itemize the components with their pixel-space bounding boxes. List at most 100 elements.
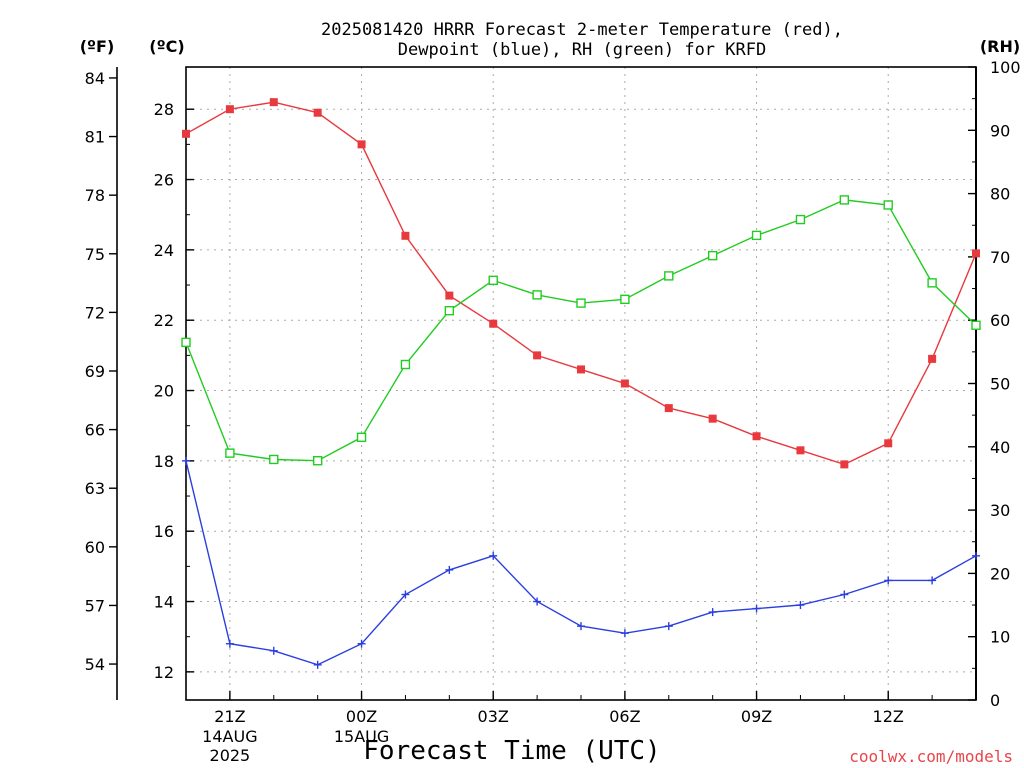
rh-tick-label: 50 bbox=[990, 375, 1010, 394]
fahrenheit-tick-label: 63 bbox=[85, 479, 105, 498]
celsius-tick-label: 24 bbox=[154, 241, 174, 260]
x-tick-label: 00Z bbox=[346, 707, 377, 726]
dewpoint-point bbox=[182, 456, 190, 465]
temperature-point bbox=[840, 460, 849, 469]
rh-point bbox=[181, 337, 191, 348]
dewpoint-point bbox=[225, 639, 234, 648]
temperature-point bbox=[182, 129, 190, 138]
celsius-tick-label: 22 bbox=[154, 311, 174, 330]
rh-point bbox=[664, 271, 674, 281]
rh-point bbox=[795, 214, 806, 225]
fahrenheit-tick-label: 78 bbox=[85, 186, 105, 205]
dewpoint-point bbox=[445, 565, 454, 574]
fahrenheit-tick-label: 54 bbox=[85, 655, 105, 674]
rh-tick-label: 100 bbox=[990, 58, 1021, 77]
temperature-point bbox=[269, 98, 278, 107]
rh-unit-label: (RH) bbox=[980, 37, 1020, 56]
celsius-tick-label: 28 bbox=[154, 100, 174, 119]
rh-tick-label: 20 bbox=[990, 564, 1010, 583]
rh-point bbox=[444, 306, 455, 316]
dewpoint-point bbox=[401, 590, 410, 599]
celsius-tick-label: 18 bbox=[154, 452, 174, 471]
temperature-point bbox=[445, 291, 454, 300]
dewpoint-point bbox=[972, 551, 980, 560]
temperature-point bbox=[928, 354, 937, 363]
source-credit: coolwx.com/models bbox=[849, 747, 1013, 766]
temperature-point bbox=[708, 414, 717, 423]
fahrenheit-tick-label: 66 bbox=[85, 421, 105, 440]
x-tick-sublabel-date: 15AUG bbox=[334, 727, 389, 746]
temperature-point bbox=[401, 231, 410, 240]
rh-point bbox=[971, 320, 981, 330]
fahrenheit-tick-label: 72 bbox=[85, 303, 105, 322]
dewpoint-point bbox=[664, 622, 673, 631]
fahrenheit-tick-label: 75 bbox=[85, 245, 105, 264]
rh-tick-label: 90 bbox=[990, 121, 1010, 140]
temperature-point bbox=[664, 404, 673, 413]
temperature-point bbox=[972, 249, 980, 258]
rh-point bbox=[312, 456, 323, 466]
x-tick-label: 09Z bbox=[741, 707, 772, 726]
x-tick-label: 06Z bbox=[609, 707, 640, 726]
fahrenheit-tick-label: 69 bbox=[85, 362, 105, 381]
dewpoint-point bbox=[357, 639, 366, 648]
fahrenheit-unit-label: (ºF) bbox=[80, 37, 115, 56]
temperature-point bbox=[533, 351, 542, 360]
rh-point bbox=[751, 230, 762, 241]
temperature-point bbox=[577, 365, 585, 374]
chart-title-line1: 2025081420 HRRR Forecast 2-meter Tempera… bbox=[321, 20, 843, 40]
dewpoint-point bbox=[708, 608, 717, 617]
rh-point bbox=[576, 298, 586, 308]
dewpoint-point bbox=[840, 590, 849, 599]
rh-line bbox=[185, 199, 977, 462]
fahrenheit-tick-label: 84 bbox=[85, 69, 105, 88]
plot-frame bbox=[185, 66, 977, 701]
x-tick-sublabel-year: 2025 bbox=[210, 746, 251, 765]
rh-tick-label: 80 bbox=[990, 185, 1010, 204]
dewpoint-line bbox=[185, 460, 977, 666]
temperature-point bbox=[752, 432, 761, 441]
temperature-point bbox=[225, 105, 234, 114]
rh-point bbox=[927, 278, 937, 288]
rh-point bbox=[707, 250, 718, 261]
celsius-tick-label: 26 bbox=[154, 171, 174, 190]
dewpoint-point bbox=[313, 660, 322, 669]
rh-point bbox=[883, 200, 893, 210]
grid-lines bbox=[186, 67, 976, 700]
celsius-tick-label: 20 bbox=[154, 382, 174, 401]
rh-tick-label: 70 bbox=[990, 248, 1010, 267]
dewpoint-point bbox=[489, 551, 498, 560]
celsius-tick-label: 16 bbox=[154, 522, 174, 541]
x-axis-title: Forecast Time (UTC) bbox=[363, 736, 660, 766]
temperature-point bbox=[489, 319, 498, 328]
axes: 12 14 16 18 20 22 24 26 28 54 57 60 63 66 69 72 75 78 81 84… bbox=[85, 58, 1021, 765]
dewpoint-point bbox=[884, 576, 893, 585]
x-tick-label: 12Z bbox=[873, 707, 904, 726]
x-tick-label: 03Z bbox=[478, 707, 509, 726]
fahrenheit-tick-label: 57 bbox=[85, 596, 105, 615]
rh-point bbox=[532, 290, 542, 300]
dewpoint-point bbox=[928, 576, 937, 585]
rh-point bbox=[269, 454, 279, 465]
rh-tick-label: 40 bbox=[990, 438, 1010, 457]
celsius-tick-label: 14 bbox=[154, 593, 174, 612]
celsius-unit-label: (ºC) bbox=[149, 37, 184, 56]
temperature-point bbox=[620, 379, 629, 388]
rh-point bbox=[400, 359, 411, 370]
dewpoint-point bbox=[269, 646, 278, 655]
rh-point bbox=[620, 294, 630, 305]
dewpoint-point bbox=[796, 601, 805, 610]
fahrenheit-tick-label: 60 bbox=[85, 538, 105, 557]
rh-point bbox=[839, 195, 850, 205]
celsius-tick-label: 12 bbox=[154, 663, 174, 682]
rh-tick-label: 10 bbox=[990, 628, 1010, 647]
chart-title-line2: Dewpoint (blue), RH (green) for KRFD bbox=[398, 40, 766, 60]
temperature-point bbox=[884, 439, 893, 448]
dewpoint-point bbox=[752, 604, 761, 613]
dewpoint-point bbox=[533, 597, 542, 606]
x-tick-sublabel-date: 14AUG bbox=[202, 727, 257, 746]
rh-tick-label: 60 bbox=[990, 311, 1010, 330]
temperature-point bbox=[357, 140, 366, 149]
dewpoint-point bbox=[577, 622, 585, 631]
